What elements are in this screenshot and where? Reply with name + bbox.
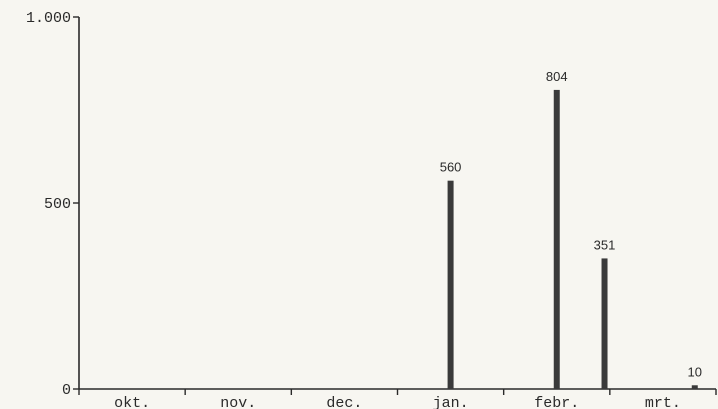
data-label: 804 <box>546 69 568 84</box>
data-label: 10 <box>688 364 702 379</box>
y-axis-ticks: 0 500 1.000 <box>26 10 79 399</box>
bar <box>601 258 608 389</box>
x-tick-label: nov. <box>220 395 256 409</box>
x-axis-ticks: okt. nov. dec. jan. febr. mrt. <box>78 389 717 409</box>
x-tick-label: okt. <box>114 395 150 409</box>
bar <box>553 89 560 390</box>
y-tick-label: 0 <box>62 382 71 399</box>
axes <box>78 17 716 390</box>
y-tick-label: 500 <box>44 196 71 213</box>
data-label: 351 <box>594 237 616 252</box>
x-tick-label: dec. <box>326 395 362 409</box>
bar <box>691 385 698 389</box>
bars <box>447 89 698 390</box>
x-tick-label: jan. <box>433 395 469 409</box>
y-tick-label: 1.000 <box>26 10 71 27</box>
x-tick-label: mrt. <box>645 395 681 409</box>
data-label: 560 <box>440 160 462 175</box>
data-labels: 560 804 351 10 <box>440 69 702 379</box>
bar <box>447 180 454 389</box>
x-tick-label: febr. <box>534 395 579 409</box>
